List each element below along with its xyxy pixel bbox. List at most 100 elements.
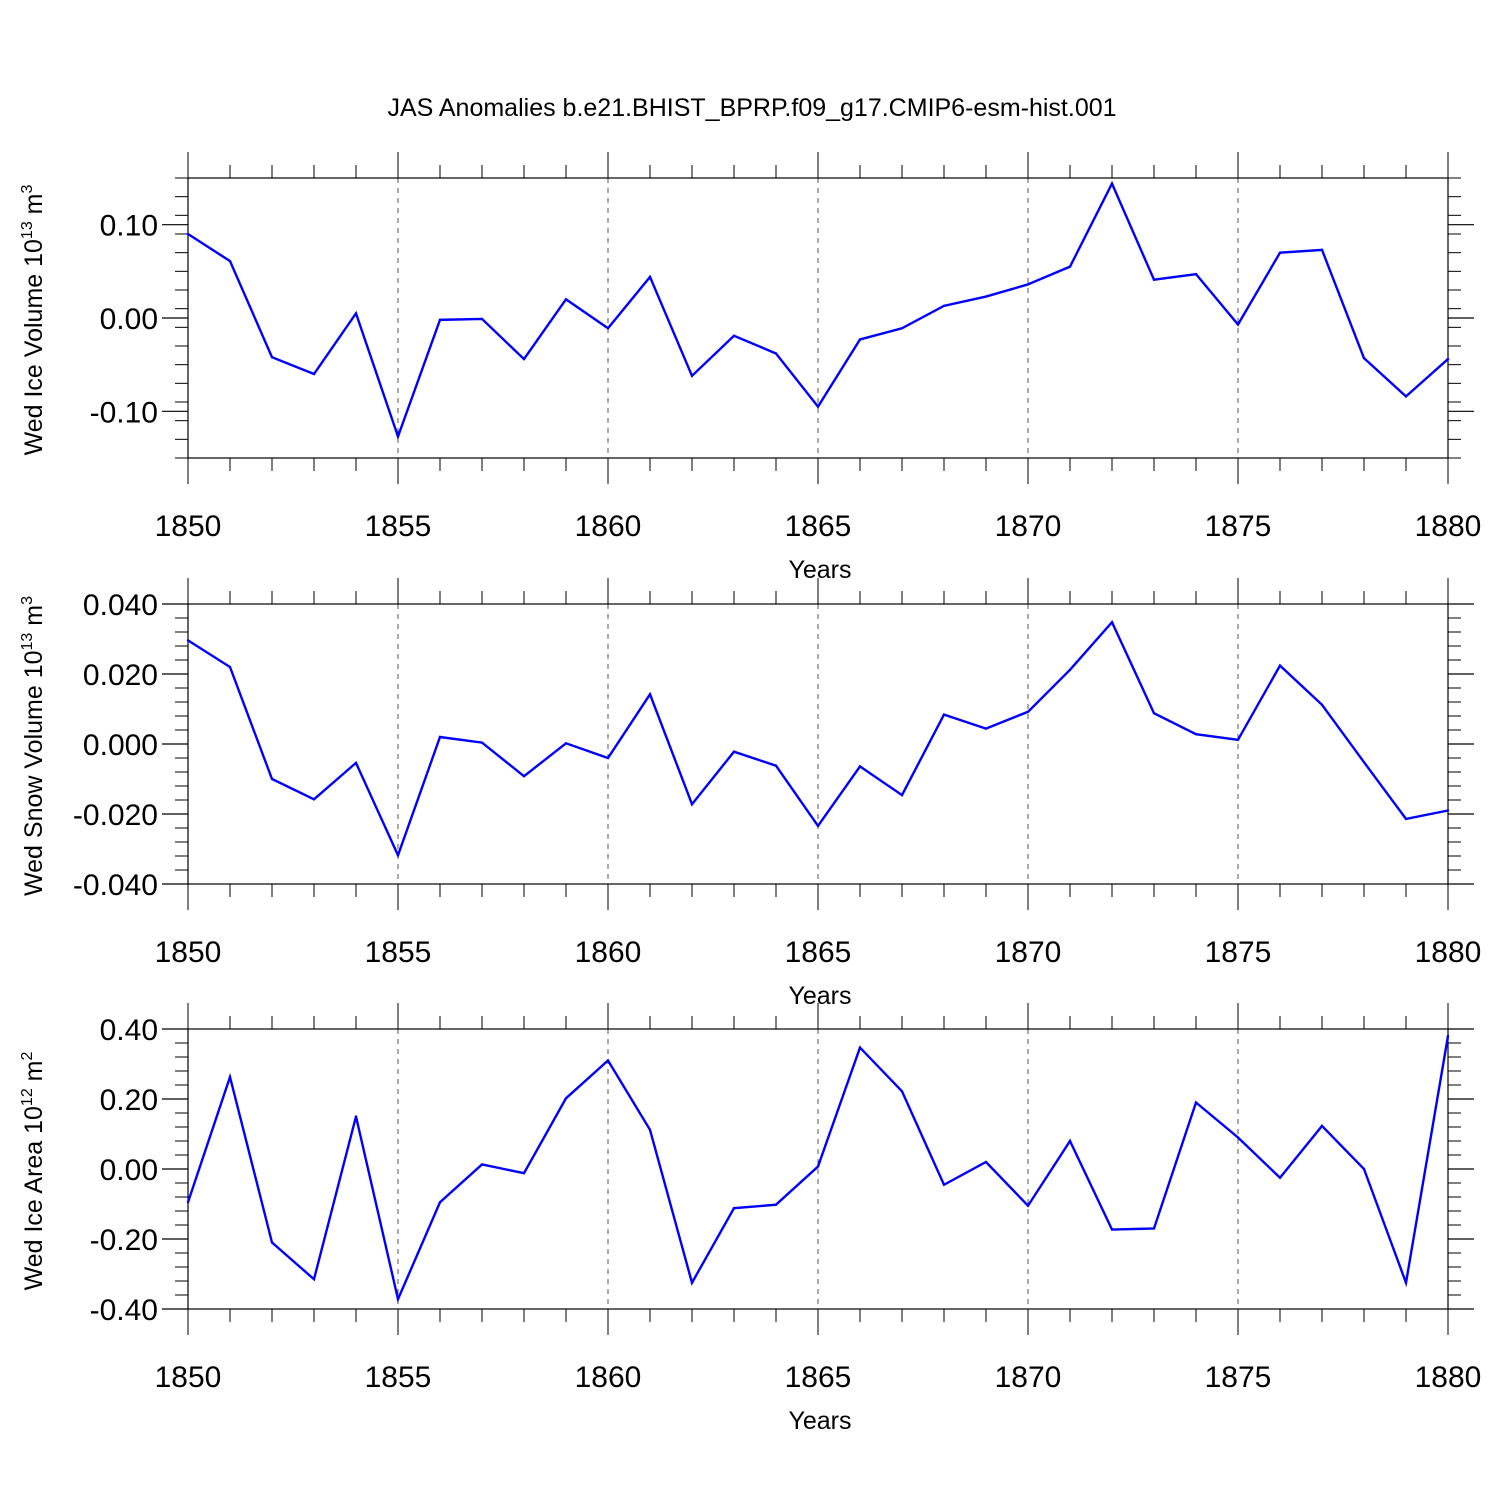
- data-point: [732, 334, 736, 337]
- panel-1: -0.10 0.00 0.10 1850 1855 1860 1865 1870 1875 188…: [19, 152, 1481, 584]
- data-point: [312, 372, 316, 376]
- x-tick-label: 1870: [995, 936, 1062, 969]
- data-point: [354, 312, 358, 315]
- data-point: [480, 1163, 484, 1166]
- data-point: [1152, 1227, 1156, 1230]
- data-point: [1194, 272, 1198, 276]
- data-point: [648, 1128, 652, 1132]
- x-tick-label: 1860: [575, 1361, 642, 1394]
- data-point: [522, 357, 526, 361]
- data-point: [1026, 283, 1030, 286]
- data-point: [1110, 621, 1114, 624]
- data-point: [564, 298, 568, 301]
- data-point: [774, 352, 778, 355]
- y-tick-label: 0.020: [83, 659, 158, 692]
- data-point: [816, 1165, 820, 1168]
- x-tick-label: 1850: [155, 936, 222, 969]
- x-tick-label: 1875: [1205, 1361, 1272, 1394]
- x-tick-label: 1880: [1415, 1361, 1482, 1394]
- data-point: [1026, 1204, 1030, 1207]
- data-point: [1362, 1167, 1366, 1171]
- data-point: [1446, 809, 1450, 812]
- data-point: [228, 1075, 232, 1079]
- data-point: [606, 327, 610, 330]
- x-tick-label: 1865: [785, 510, 852, 543]
- data-point: [900, 327, 904, 330]
- y-tick-label: -0.020: [73, 799, 158, 832]
- data-point: [270, 777, 274, 781]
- data-point: [1236, 738, 1240, 741]
- data-point: [564, 742, 568, 745]
- x-tick-label: 1880: [1415, 936, 1482, 969]
- y-tick-label: -0.10: [90, 396, 158, 429]
- data-point: [312, 798, 316, 801]
- x-axis-label: Years: [788, 556, 851, 584]
- data-point: [1068, 668, 1072, 671]
- data-point: [606, 756, 610, 760]
- data-point: [1110, 1228, 1114, 1231]
- y-tick-label: 0.00: [100, 303, 158, 336]
- data-point: [648, 275, 652, 279]
- data-point: [984, 295, 988, 298]
- data-point: [1362, 356, 1366, 360]
- data-point: [228, 665, 232, 669]
- data-point: [354, 1115, 358, 1118]
- data-point: [270, 356, 274, 359]
- x-tick-label: 1870: [995, 510, 1062, 543]
- data-point: [1152, 712, 1156, 715]
- x-tick-label: 1860: [575, 510, 642, 543]
- y-tick-label: 0.40: [100, 1014, 158, 1047]
- y-axis-label: Wed Ice Area 1012 m2: [19, 1051, 48, 1290]
- data-point: [186, 1201, 190, 1204]
- data-point: [480, 741, 484, 744]
- y-tick-label: 0.10: [100, 210, 158, 243]
- data-point: [354, 761, 358, 765]
- data-point: [186, 232, 190, 236]
- data-point: [1320, 248, 1324, 252]
- data-point: [942, 304, 946, 308]
- data-point: [900, 793, 904, 797]
- data-point: [1320, 703, 1324, 706]
- x-tick-label: 1855: [365, 510, 432, 543]
- data-point: [396, 435, 400, 438]
- y-tick-label: -0.20: [90, 1224, 158, 1257]
- x-tick-label: 1860: [575, 936, 642, 969]
- data-point: [564, 1097, 568, 1100]
- y-tick-label: -0.40: [90, 1294, 158, 1327]
- data-point: [438, 735, 442, 739]
- x-tick-label: 1850: [155, 510, 222, 543]
- data-point: [1068, 1139, 1072, 1143]
- data-point: [396, 1298, 400, 1301]
- data-point: [1278, 1176, 1282, 1179]
- data-point: [1446, 1034, 1450, 1038]
- data-point: [1320, 1124, 1324, 1128]
- data-point: [858, 1046, 862, 1049]
- data-point: [648, 693, 652, 696]
- x-tick-label: 1880: [1415, 510, 1482, 543]
- data-point: [312, 1278, 316, 1281]
- data-point: [1404, 395, 1408, 398]
- data-point: [690, 803, 694, 806]
- data-point: [480, 317, 484, 321]
- y-tick-label: 0.000: [83, 729, 158, 762]
- y-tick-label: 0.20: [100, 1084, 158, 1117]
- x-tick-label: 1855: [365, 1361, 432, 1394]
- data-point: [774, 764, 778, 767]
- x-tick-label: 1875: [1205, 510, 1272, 543]
- data-point: [816, 824, 820, 828]
- panels: -0.10 0.00 0.10 1850 1855 1860 1865 1870 1875 188…: [19, 152, 1481, 1435]
- data-point: [438, 1201, 442, 1204]
- data-point: [1236, 1136, 1240, 1139]
- data-point: [984, 1160, 988, 1164]
- data-point: [732, 750, 736, 753]
- data-point: [1068, 265, 1072, 268]
- data-point: [228, 259, 232, 263]
- data-point: [396, 854, 400, 857]
- panel-3: -0.40 -0.20 0.00 0.20 0.40 1850 1855 1860 1865 18…: [19, 1003, 1481, 1435]
- x-tick-label: 1850: [155, 1361, 222, 1394]
- data-point: [900, 1090, 904, 1093]
- data-point: [858, 338, 862, 341]
- data-point: [522, 1172, 526, 1175]
- data-point: [984, 727, 988, 730]
- x-tick-label: 1855: [365, 936, 432, 969]
